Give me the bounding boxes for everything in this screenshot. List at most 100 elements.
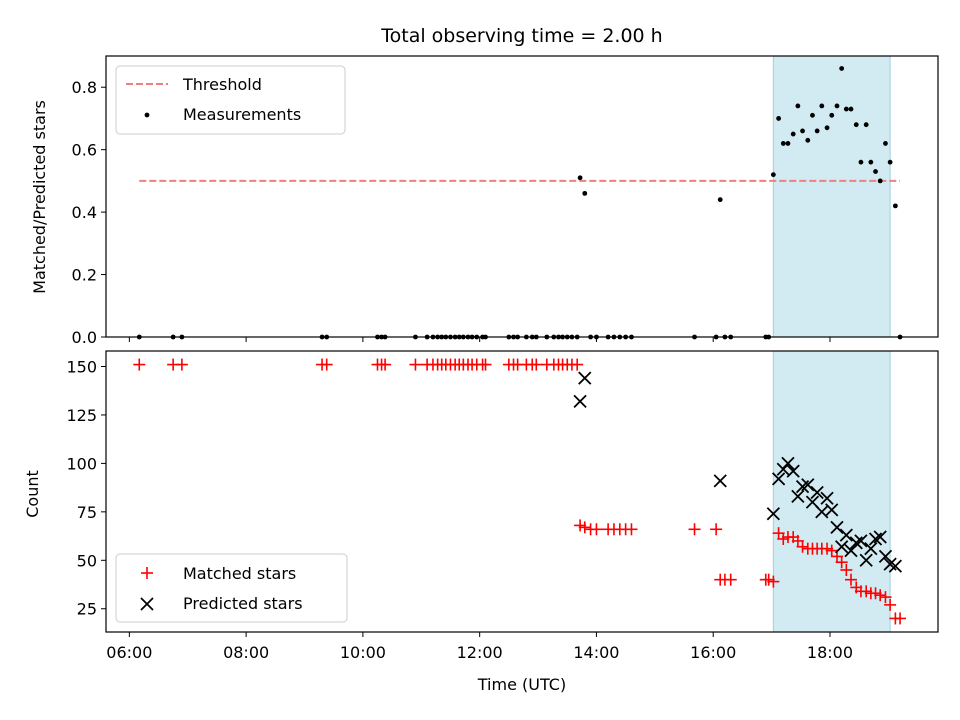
predicted-star-point xyxy=(854,534,868,548)
count-y-tick-label: 150 xyxy=(66,358,97,377)
measurement-point xyxy=(795,103,801,109)
measurement-point xyxy=(887,159,893,165)
matched-star-point xyxy=(530,358,543,371)
measurement-point xyxy=(892,203,898,209)
predicted-star-point xyxy=(573,394,587,409)
predicted-star-point xyxy=(830,520,844,534)
matched-star-point xyxy=(578,521,591,534)
measurement-point xyxy=(810,112,815,118)
predicted-star-point xyxy=(766,507,780,521)
measurement-point xyxy=(883,141,888,146)
matched-star-point xyxy=(379,358,392,371)
measurement-point xyxy=(839,66,845,71)
predicted-star-point xyxy=(791,489,805,503)
ratio-legend-box xyxy=(115,65,346,135)
predicted-star-point xyxy=(713,474,727,488)
measurement-point xyxy=(770,172,776,178)
predicted-star-point xyxy=(578,371,592,385)
predicted-star-point xyxy=(801,478,815,492)
matched-star-point xyxy=(710,523,723,536)
threshold-legend-label: Threshold xyxy=(182,75,262,94)
matched-star-point xyxy=(571,358,584,371)
measurement-point xyxy=(776,116,782,121)
x-tick-label: 18:00 xyxy=(807,643,853,662)
measurement-point xyxy=(577,175,583,181)
measurement-point xyxy=(843,106,849,112)
ratio-y-axis-label: Matched/Predicted stars xyxy=(30,100,49,294)
observing-window-span-bottom xyxy=(772,350,891,633)
matched-star-point xyxy=(845,573,858,586)
ratio-y-tick-label: 0.2 xyxy=(72,266,97,285)
measurement-point xyxy=(829,112,835,118)
matched-star-point xyxy=(835,556,848,569)
count-legend: Matched stars Predicted stars xyxy=(115,553,348,623)
predicted-star-point xyxy=(810,485,824,500)
measurement-point xyxy=(814,128,820,134)
predicted-star-point xyxy=(771,472,786,486)
ratio-y-tick-label: 0.6 xyxy=(72,141,97,160)
ratio-legend: Threshold Measurements xyxy=(115,65,346,135)
chart-title: Total observing time = 2.00 h xyxy=(380,25,662,47)
measurement-point xyxy=(805,137,811,143)
x-tick-label: 06:00 xyxy=(106,643,152,662)
predicted-star-point xyxy=(864,542,878,556)
matched-star-point xyxy=(894,612,907,625)
ratio-plot-panel: 0.0 0.2 0.4 0.6 0.8 Total observing time = 2… xyxy=(30,25,939,347)
measurement-point xyxy=(819,103,825,109)
predicted-star-point xyxy=(835,540,849,554)
measurement-point xyxy=(717,197,723,203)
matched-star-point xyxy=(175,358,188,371)
x-tick-label: 10:00 xyxy=(340,643,386,662)
measurement-point xyxy=(858,159,864,165)
measurement-point xyxy=(800,128,805,134)
count-y-tick-label: 50 xyxy=(77,551,97,570)
predicted-star-point xyxy=(825,503,839,517)
matched-star-point xyxy=(884,598,897,611)
measurement-point xyxy=(853,122,859,128)
matched-star-point xyxy=(479,358,492,371)
matched-star-point xyxy=(874,589,887,602)
matched-star-point xyxy=(590,523,603,536)
predicted-star-point xyxy=(839,528,853,542)
predicted-star-point xyxy=(786,464,800,478)
matched-star-point xyxy=(840,563,853,576)
predicted-star-point xyxy=(888,559,903,573)
predicted-star-point xyxy=(820,491,834,505)
matched-legend-marker xyxy=(141,567,153,579)
count-legend-box xyxy=(115,553,348,623)
matched-legend-label: Matched stars xyxy=(183,564,296,583)
predicted-legend-marker xyxy=(140,597,154,611)
count-y-tick-label: 25 xyxy=(77,600,97,619)
matched-star-point xyxy=(625,523,638,536)
predicted-star-point xyxy=(868,532,883,546)
matched-star-point xyxy=(724,573,737,586)
ratio-y-tick-label: 0.4 xyxy=(72,203,97,222)
predicted-star-point xyxy=(849,536,863,550)
x-tick-label: 14:00 xyxy=(573,643,619,662)
predicted-legend-label: Predicted stars xyxy=(183,594,303,613)
measurement-point xyxy=(785,141,791,146)
matched-star-point xyxy=(688,523,701,536)
count-plot-frame xyxy=(105,350,939,633)
predicted-star-point xyxy=(873,530,887,544)
measurement-point xyxy=(582,190,588,196)
predicted-star-point xyxy=(859,553,873,567)
count-y-tick-label: 100 xyxy=(66,454,97,473)
measurement-point xyxy=(780,141,786,146)
measurement-point xyxy=(824,125,830,131)
measurements-legend-marker xyxy=(144,112,150,118)
matched-star-point xyxy=(879,591,892,604)
x-tick-label: 16:00 xyxy=(690,643,736,662)
matched-star-point xyxy=(767,575,780,588)
x-axis-label: Time (UTC) xyxy=(477,675,566,694)
matched-star-point xyxy=(409,358,422,371)
measurement-point xyxy=(868,159,874,165)
count-plot-panel: 25 50 75 100 125 150 06:00 08:00 10:00 12:00 14:0… xyxy=(23,350,939,694)
ratio-y-tick-label: 0.0 xyxy=(72,328,97,347)
predicted-star-point xyxy=(781,456,795,471)
measurement-point xyxy=(863,122,869,128)
matched-star-point xyxy=(133,358,146,371)
matched-star-point xyxy=(825,544,838,557)
count-y-axis-label: Count xyxy=(23,470,42,518)
